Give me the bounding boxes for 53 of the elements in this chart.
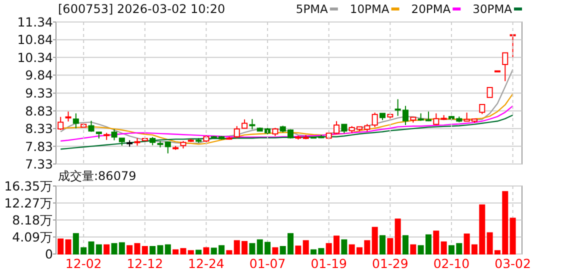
legend-label: 20PMA bbox=[411, 2, 451, 16]
bar bbox=[65, 239, 72, 254]
legend-label: 30PMA bbox=[472, 2, 512, 16]
bar bbox=[394, 218, 401, 254]
bar bbox=[196, 250, 202, 254]
bar bbox=[510, 218, 516, 254]
y-tick-label: 7.83 bbox=[25, 138, 53, 154]
bar bbox=[104, 244, 110, 254]
y-tick-label: 4.09万 bbox=[12, 229, 53, 244]
bar bbox=[341, 239, 348, 254]
line-series bbox=[60, 105, 514, 142]
y-tick-label: 12.27万 bbox=[4, 195, 53, 210]
x-tick-label: 01-07 bbox=[249, 256, 286, 271]
bar bbox=[433, 230, 440, 254]
line-series bbox=[60, 114, 514, 150]
bar bbox=[380, 235, 386, 254]
y-tick-label: 0 bbox=[45, 246, 54, 262]
x-tick-label: 12-12 bbox=[126, 256, 164, 271]
bar bbox=[188, 250, 194, 254]
legend-label: 10PMA bbox=[350, 2, 390, 16]
bar bbox=[295, 246, 302, 254]
bar bbox=[387, 238, 394, 254]
y-tick-label: 8.83 bbox=[25, 103, 53, 118]
bar bbox=[272, 247, 278, 254]
bar bbox=[142, 246, 148, 254]
chart-title: [600753] 2026-03-02 10:20 bbox=[58, 2, 226, 16]
bar bbox=[372, 226, 378, 254]
bar bbox=[226, 250, 232, 254]
bar bbox=[203, 247, 210, 254]
y-tick-label: 7.33 bbox=[25, 156, 53, 172]
x-tick-label: 01-29 bbox=[372, 256, 408, 271]
y-tick-label: 9.84 bbox=[25, 68, 54, 83]
x-tick-label: 03-02 bbox=[494, 256, 531, 271]
y-tick-label: 11.34 bbox=[17, 14, 54, 30]
bar bbox=[58, 238, 64, 254]
chart-title: 成交量:86079 bbox=[58, 169, 136, 183]
y-tick-label: 10.34 bbox=[17, 50, 54, 65]
y-tick-label: 9.33 bbox=[25, 86, 53, 101]
bar bbox=[249, 243, 256, 254]
y-tick-label: 16.35万 bbox=[4, 178, 53, 194]
y-tick-label: 10.84 bbox=[17, 32, 54, 48]
bar bbox=[164, 244, 171, 254]
y-tick-label: 8.33 bbox=[25, 121, 53, 136]
x-tick-label: 12-24 bbox=[188, 256, 224, 271]
x-tick-label: 01-19 bbox=[310, 256, 348, 271]
x-tick-label: 02-10 bbox=[433, 256, 470, 271]
legend-label: 5PMA bbox=[296, 2, 328, 16]
y-tick-label: 8.18万 bbox=[12, 212, 53, 228]
x-tick-label: 12-02 bbox=[65, 256, 102, 271]
bar bbox=[302, 240, 309, 254]
bar bbox=[402, 235, 408, 254]
bar bbox=[410, 244, 416, 254]
bar bbox=[440, 241, 447, 254]
